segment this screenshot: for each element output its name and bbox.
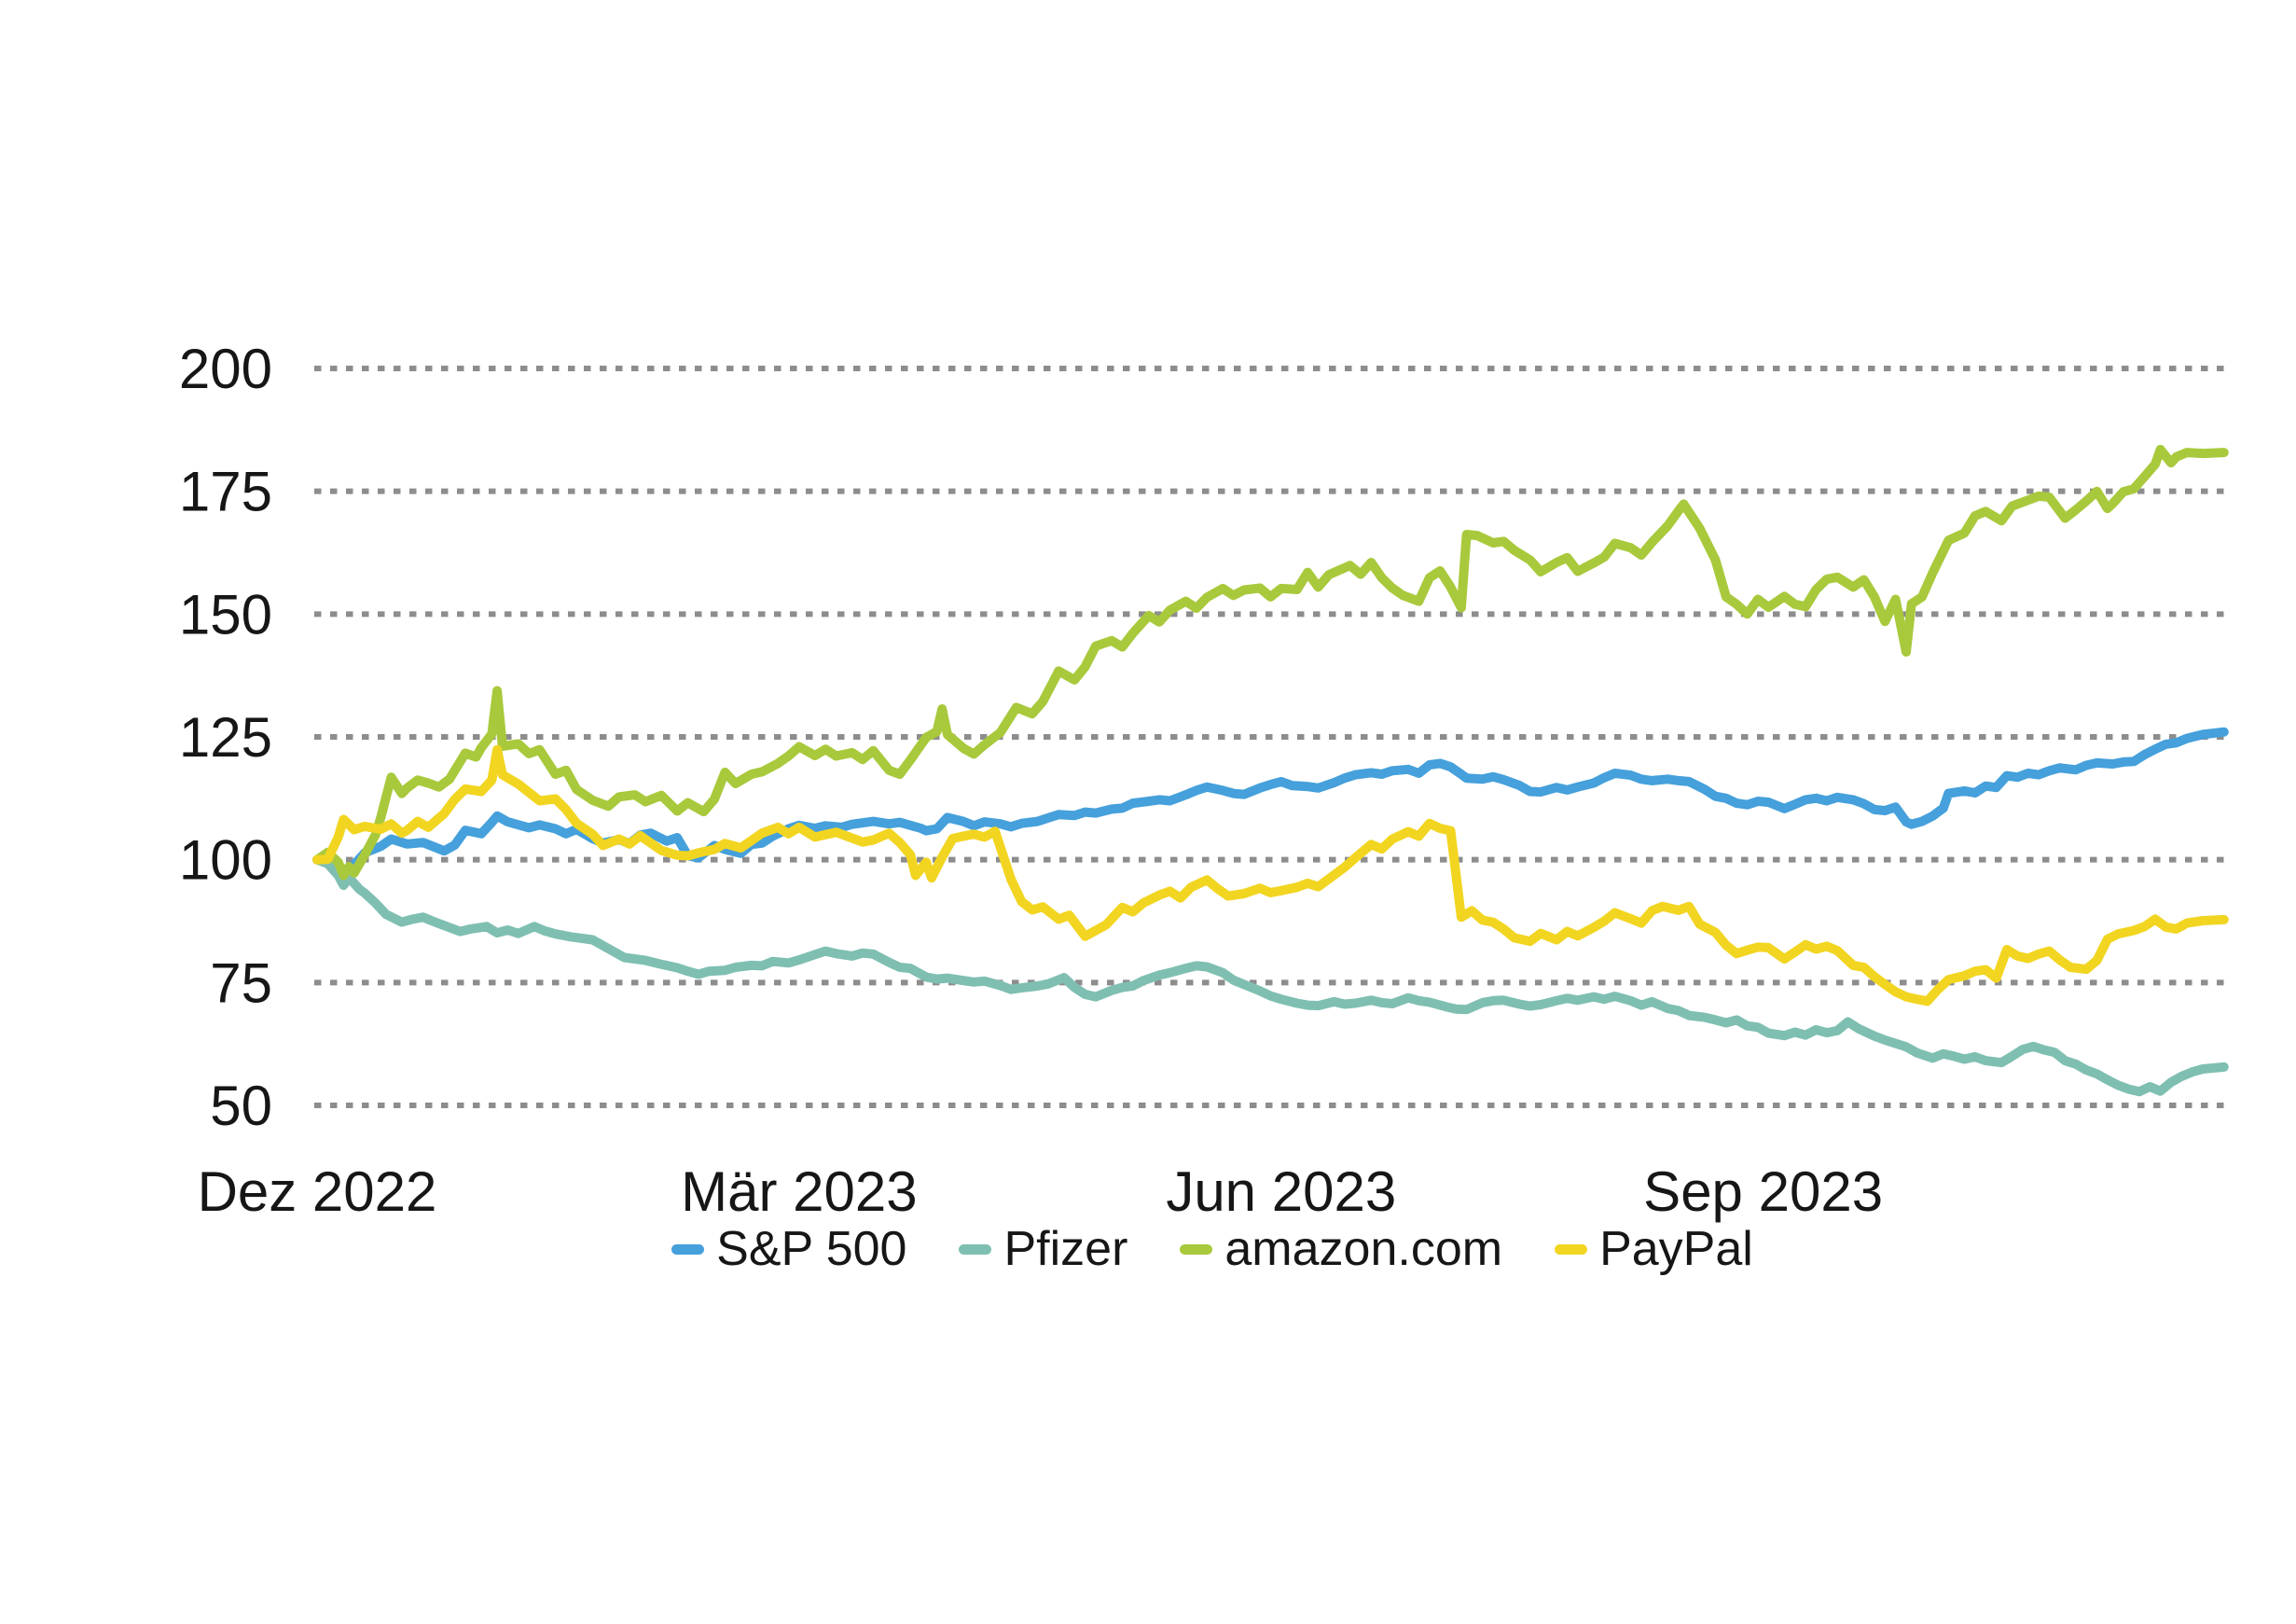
x-tick-label-jun-2023: Jun 2023 xyxy=(1166,1160,1396,1223)
legend-item-sp500: S&P 500 xyxy=(671,1225,906,1273)
line-swatch-icon xyxy=(1180,1243,1213,1255)
legend-label-amazon: amazon.com xyxy=(1224,1222,1503,1276)
series-line-paypal xyxy=(312,744,2229,1006)
line-swatch-icon xyxy=(671,1243,705,1255)
x-tick-label-dez-2022: Dez 2022 xyxy=(198,1160,437,1223)
legend-item-amazon: amazon.com xyxy=(1180,1225,1502,1273)
y-tick-label-50: 50 xyxy=(210,1075,272,1137)
series-line-s-p-500 xyxy=(312,727,2229,877)
series-line-pfizer xyxy=(312,854,2229,1097)
line-swatch-icon xyxy=(1555,1243,1588,1255)
x-tick-label-sep-2023: Sep 2023 xyxy=(1643,1160,1883,1223)
series-line-amazon-com xyxy=(312,444,2229,881)
y-tick-label-175: 175 xyxy=(179,461,272,523)
legend-label-sp500: S&P 500 xyxy=(716,1222,907,1276)
y-tick-label-100: 100 xyxy=(179,829,272,892)
legend-item-pfizer: Pfizer xyxy=(959,1225,1127,1273)
y-tick-label-125: 125 xyxy=(179,706,272,769)
x-tick-label-m-r-2023: Mär 2023 xyxy=(681,1160,917,1223)
y-tick-label-200: 200 xyxy=(179,338,272,400)
legend-item-paypal: PayPal xyxy=(1555,1225,1753,1273)
y-tick-label-150: 150 xyxy=(179,583,272,645)
legend-label-pfizer: Pfizer xyxy=(1003,1222,1128,1276)
line-swatch-icon xyxy=(959,1243,992,1255)
legend: S&P 500 Pfizer amazon.com PayPal xyxy=(159,1216,2266,1282)
legend-label-paypal: PayPal xyxy=(1599,1222,1753,1276)
y-tick-label-75: 75 xyxy=(210,951,272,1014)
